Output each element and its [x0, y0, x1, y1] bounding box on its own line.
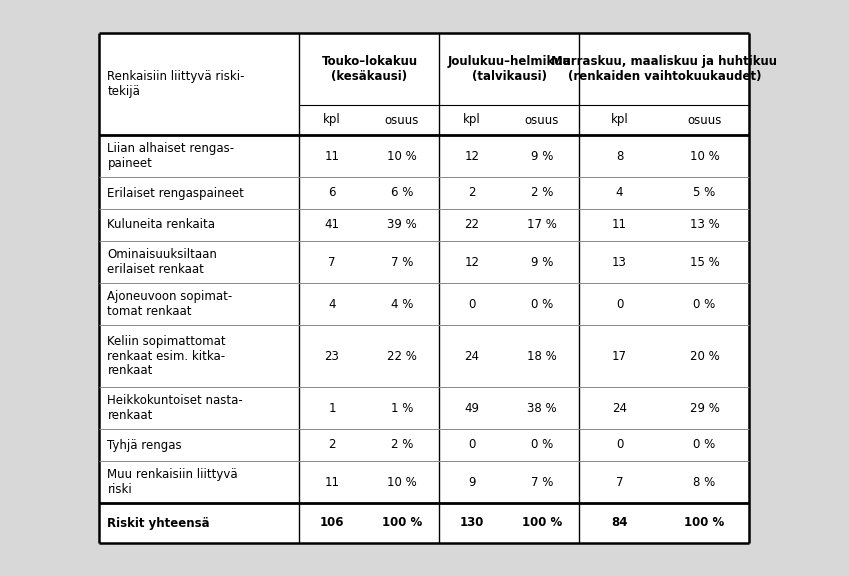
- Text: 2 %: 2 %: [391, 438, 413, 452]
- Text: 4: 4: [616, 187, 623, 199]
- Text: 23: 23: [324, 350, 340, 362]
- Text: Erilaiset rengaspaineet: Erilaiset rengaspaineet: [108, 187, 245, 199]
- Text: 0 %: 0 %: [531, 297, 554, 310]
- Text: 0 %: 0 %: [531, 438, 554, 452]
- Text: 11: 11: [324, 150, 340, 162]
- Text: 8: 8: [616, 150, 623, 162]
- Text: 100 %: 100 %: [522, 517, 562, 529]
- Text: 1 %: 1 %: [391, 401, 413, 415]
- Text: 39 %: 39 %: [387, 218, 417, 232]
- Text: 12: 12: [464, 150, 480, 162]
- Text: 1: 1: [329, 401, 335, 415]
- Text: 18 %: 18 %: [527, 350, 557, 362]
- Text: Keliin sopimattomat
renkaat esim. kitka-
renkaat: Keliin sopimattomat renkaat esim. kitka-…: [108, 335, 226, 377]
- Text: Riskit yhteensä: Riskit yhteensä: [108, 517, 210, 529]
- Text: 7 %: 7 %: [531, 476, 554, 488]
- Text: 2: 2: [469, 187, 475, 199]
- Text: 6 %: 6 %: [391, 187, 413, 199]
- Text: Renkaisiin liittyvä riski-
tekijä: Renkaisiin liittyvä riski- tekijä: [108, 70, 245, 98]
- Text: 41: 41: [324, 218, 340, 232]
- Text: osuus: osuus: [688, 113, 722, 127]
- Text: 17 %: 17 %: [527, 218, 557, 232]
- Text: 100 %: 100 %: [684, 517, 725, 529]
- Text: 13: 13: [612, 256, 627, 268]
- Text: osuus: osuus: [525, 113, 559, 127]
- Text: 0: 0: [469, 297, 475, 310]
- Text: Marraskuu, maaliskuu ja huhtikuu
(renkaiden vaihtokuukaudet): Marraskuu, maaliskuu ja huhtikuu (renkai…: [552, 55, 778, 83]
- Text: Liian alhaiset rengas-
paineet: Liian alhaiset rengas- paineet: [108, 142, 234, 170]
- Text: 10 %: 10 %: [387, 476, 417, 488]
- Text: 24: 24: [612, 401, 627, 415]
- Text: 7: 7: [329, 256, 335, 268]
- Text: 0 %: 0 %: [694, 297, 716, 310]
- Text: osuus: osuus: [385, 113, 419, 127]
- Text: Ajoneuvoon sopimat-
tomat renkaat: Ajoneuvoon sopimat- tomat renkaat: [108, 290, 233, 318]
- Text: 0: 0: [616, 297, 623, 310]
- Text: Ominaisuuksiltaan
erilaiset renkaat: Ominaisuuksiltaan erilaiset renkaat: [108, 248, 217, 276]
- Text: 7: 7: [616, 476, 623, 488]
- Text: 7 %: 7 %: [391, 256, 413, 268]
- Text: 106: 106: [320, 517, 344, 529]
- Text: 9 %: 9 %: [531, 256, 554, 268]
- Text: 22: 22: [464, 218, 480, 232]
- Text: 29 %: 29 %: [689, 401, 719, 415]
- Text: 49: 49: [464, 401, 480, 415]
- Text: 8 %: 8 %: [694, 476, 716, 488]
- Text: 10 %: 10 %: [689, 150, 719, 162]
- Text: 0: 0: [469, 438, 475, 452]
- Text: 2: 2: [329, 438, 335, 452]
- Text: 17: 17: [612, 350, 627, 362]
- Text: 10 %: 10 %: [387, 150, 417, 162]
- Text: Tyhjä rengas: Tyhjä rengas: [108, 438, 183, 452]
- Text: 9 %: 9 %: [531, 150, 554, 162]
- Text: 4: 4: [329, 297, 335, 310]
- Text: 11: 11: [612, 218, 627, 232]
- Text: 5 %: 5 %: [694, 187, 716, 199]
- Text: 11: 11: [324, 476, 340, 488]
- Text: 24: 24: [464, 350, 480, 362]
- Bar: [99, 33, 750, 543]
- Text: 2 %: 2 %: [531, 187, 554, 199]
- Text: 15 %: 15 %: [689, 256, 719, 268]
- Text: Heikkokuntoiset nasta-
renkaat: Heikkokuntoiset nasta- renkaat: [108, 394, 244, 422]
- Text: Muu renkaisiin liittyvä
riski: Muu renkaisiin liittyvä riski: [108, 468, 238, 496]
- Text: Touko–lokakuu
(kesäkausi): Touko–lokakuu (kesäkausi): [322, 55, 418, 83]
- Text: Joulukuu–helmikuu
(talvikausi): Joulukuu–helmikuu (talvikausi): [447, 55, 571, 83]
- Text: 6: 6: [329, 187, 335, 199]
- Text: 13 %: 13 %: [689, 218, 719, 232]
- Text: Kuluneita renkaita: Kuluneita renkaita: [108, 218, 216, 232]
- Text: 9: 9: [469, 476, 475, 488]
- Text: kpl: kpl: [610, 113, 628, 127]
- Text: 22 %: 22 %: [387, 350, 417, 362]
- Text: 0: 0: [616, 438, 623, 452]
- Text: 100 %: 100 %: [382, 517, 422, 529]
- Text: 130: 130: [460, 517, 484, 529]
- Text: 4 %: 4 %: [391, 297, 413, 310]
- Text: 20 %: 20 %: [689, 350, 719, 362]
- Text: 38 %: 38 %: [527, 401, 557, 415]
- Text: 84: 84: [611, 517, 627, 529]
- Text: kpl: kpl: [323, 113, 341, 127]
- Text: kpl: kpl: [463, 113, 481, 127]
- Text: 0 %: 0 %: [694, 438, 716, 452]
- Text: 12: 12: [464, 256, 480, 268]
